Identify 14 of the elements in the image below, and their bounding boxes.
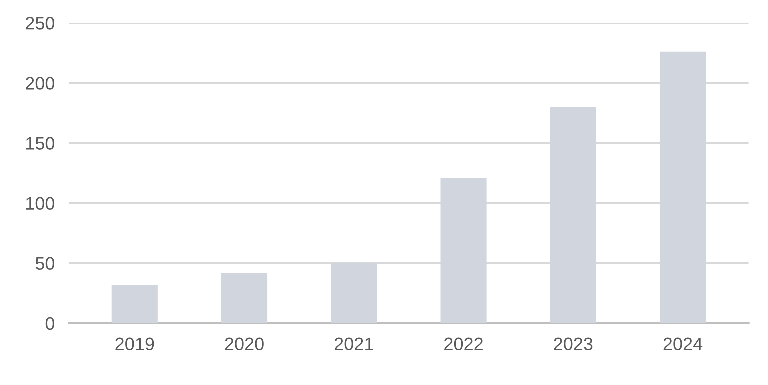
y-tick-label: 100: [26, 197, 55, 210]
x-tick-label: 2021: [334, 338, 374, 351]
x-tick-label: 2020: [225, 338, 264, 351]
x-tick-label: 2024: [664, 338, 703, 351]
x-tick-label: 2019: [116, 338, 154, 351]
y-tick-label: 50: [36, 257, 55, 270]
y-tick-label: 150: [26, 137, 55, 150]
y-tick-label: 200: [26, 77, 55, 90]
x-tick-label: 2023: [554, 338, 593, 351]
bar: [112, 284, 158, 324]
y-tick-label: 250: [26, 17, 55, 30]
bar: [222, 272, 268, 324]
y-tick-label: 0: [46, 317, 55, 330]
x-tick-label: 2022: [444, 338, 483, 351]
